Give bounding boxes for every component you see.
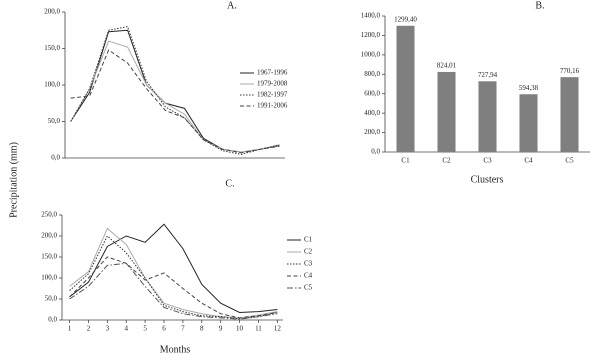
y-tick-label: 200,0 bbox=[364, 128, 380, 136]
series-line bbox=[70, 49, 280, 154]
x-tick-label: 8 bbox=[200, 325, 204, 333]
y-tick-label: 0,0 bbox=[371, 148, 380, 156]
y-tick-label: 600,0 bbox=[364, 89, 380, 97]
series-line bbox=[70, 26, 280, 155]
x-tick-label: 10 bbox=[236, 325, 244, 333]
x-tick-label: 9 bbox=[219, 325, 223, 333]
x-tick-label: 3 bbox=[106, 325, 110, 333]
x-tick-label: 5 bbox=[143, 325, 147, 333]
y-axis-label: Precipitation (mm) bbox=[8, 142, 19, 218]
value-label: 824,01 bbox=[437, 62, 457, 70]
y-tick-label: 200,0 bbox=[44, 8, 60, 16]
x-tick-label: C4 bbox=[524, 157, 533, 165]
series-line bbox=[70, 40, 280, 153]
bar bbox=[396, 25, 415, 153]
y-tick-label: 50,0 bbox=[45, 295, 58, 303]
x-tick-label: 12 bbox=[274, 325, 282, 333]
y-tick-label: 0,0 bbox=[48, 316, 57, 324]
x-tick-label: 1 bbox=[68, 325, 72, 333]
value-label: 594,38 bbox=[519, 84, 539, 92]
y-tick-label: 100,0 bbox=[44, 81, 60, 89]
bar bbox=[478, 81, 497, 152]
y-tick-label: 1200,0 bbox=[361, 31, 381, 39]
x-tick-label: 6 bbox=[162, 325, 166, 333]
legend-label: C5 bbox=[304, 284, 313, 292]
series-line bbox=[69, 227, 278, 319]
y-tick-label: 200,0 bbox=[41, 232, 57, 240]
y-tick-label: 1400,0 bbox=[361, 12, 381, 20]
legend-label: 1982-1997 bbox=[257, 91, 288, 99]
y-tick-label: 0,0 bbox=[51, 154, 60, 162]
series-line bbox=[69, 256, 278, 319]
y-tick-label: 150,0 bbox=[41, 253, 57, 261]
bar bbox=[437, 71, 456, 152]
y-tick-label: 250,0 bbox=[41, 211, 57, 219]
y-tick-label: 800,0 bbox=[364, 70, 380, 78]
x-tick-label: C1 bbox=[401, 157, 410, 165]
x-axis-label: Clusters bbox=[471, 174, 504, 185]
chart-title: C. bbox=[225, 178, 234, 189]
x-tick-label: 11 bbox=[255, 325, 262, 333]
bar bbox=[560, 77, 579, 152]
legend-label: 1991-2006 bbox=[257, 102, 288, 110]
x-tick-label: 2 bbox=[87, 325, 91, 333]
x-tick-label: C5 bbox=[565, 157, 574, 165]
y-tick-label: 50,0 bbox=[48, 117, 61, 125]
x-tick-label: C2 bbox=[442, 157, 451, 165]
x-tick-label: 7 bbox=[181, 325, 185, 333]
y-tick-label: 100,0 bbox=[41, 274, 57, 282]
y-tick-label: 1000,0 bbox=[361, 50, 381, 58]
legend-label: C4 bbox=[304, 272, 313, 280]
value-label: 727,94 bbox=[478, 71, 498, 79]
legend-label: 1979-2008 bbox=[257, 80, 288, 88]
value-label: 1299,40 bbox=[394, 15, 417, 23]
bar bbox=[519, 94, 538, 152]
x-axis-label: Months bbox=[160, 344, 191, 355]
legend-label: C2 bbox=[304, 248, 313, 256]
series-line bbox=[69, 262, 278, 320]
y-tick-label: 150,0 bbox=[44, 44, 60, 52]
value-label: 770,16 bbox=[560, 67, 580, 75]
series-line bbox=[70, 29, 280, 153]
legend-label: C1 bbox=[304, 236, 313, 244]
chart-title: A. bbox=[227, 0, 237, 11]
series-line bbox=[69, 223, 278, 313]
legend-label: C3 bbox=[304, 260, 313, 268]
chart-title: B. bbox=[535, 0, 544, 11]
y-tick-label: 400,0 bbox=[364, 109, 380, 117]
x-tick-label: C3 bbox=[483, 157, 492, 165]
legend-label: 1967-1996 bbox=[257, 69, 288, 77]
x-tick-label: 4 bbox=[124, 325, 128, 333]
